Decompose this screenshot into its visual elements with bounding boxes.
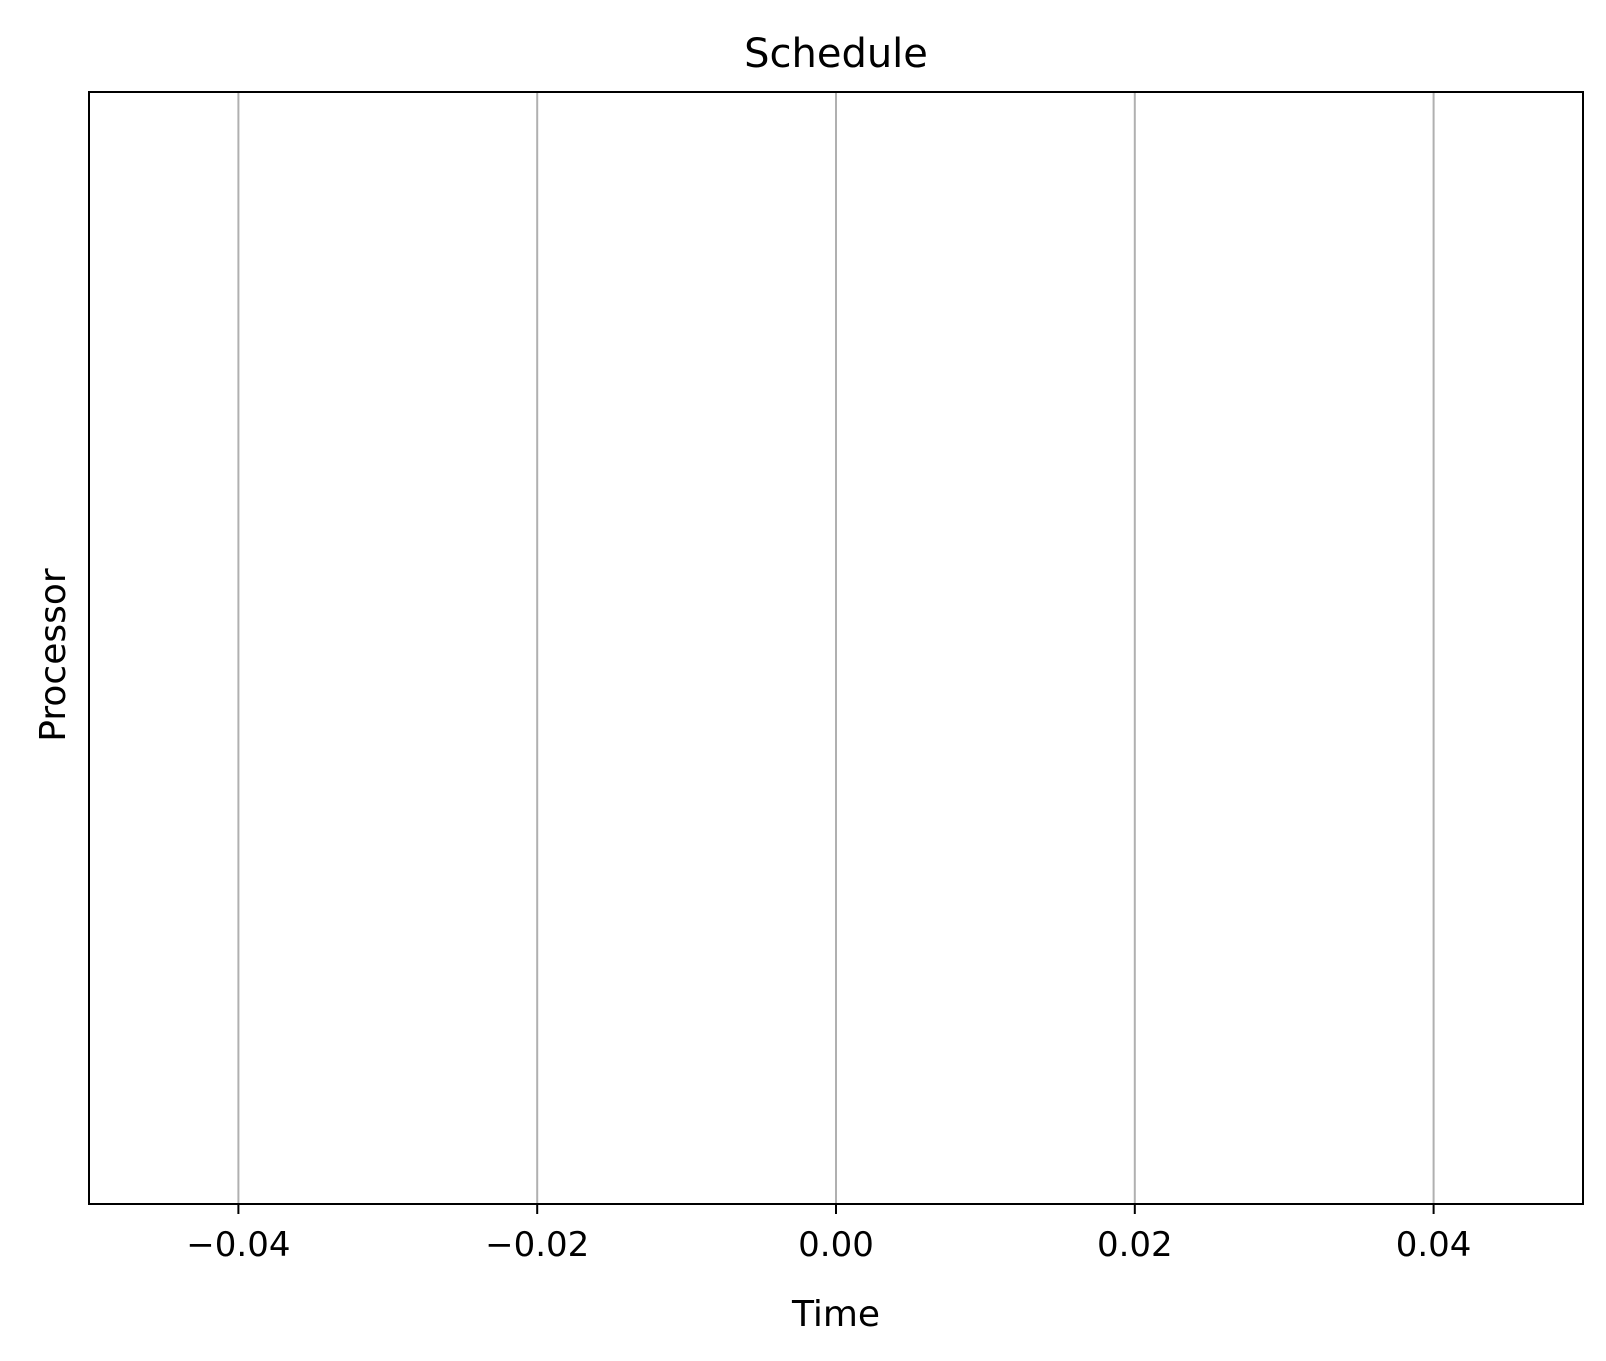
x-axis-label: Time — [791, 1294, 880, 1335]
x-tick-label: 0.02 — [1097, 1225, 1173, 1265]
x-tick-label: −0.02 — [485, 1225, 589, 1265]
x-tick-label: 0.00 — [798, 1225, 874, 1265]
x-tick-label: −0.04 — [186, 1225, 290, 1265]
x-gridlines — [237, 92, 1435, 1204]
x-tick-label: 0.04 — [1396, 1225, 1472, 1265]
y-axis-label: Processor — [33, 568, 74, 742]
chart-title: Schedule — [744, 31, 928, 77]
x-axis-ticks: −0.04 −0.02 0.00 0.02 0.04 — [186, 1204, 1471, 1265]
